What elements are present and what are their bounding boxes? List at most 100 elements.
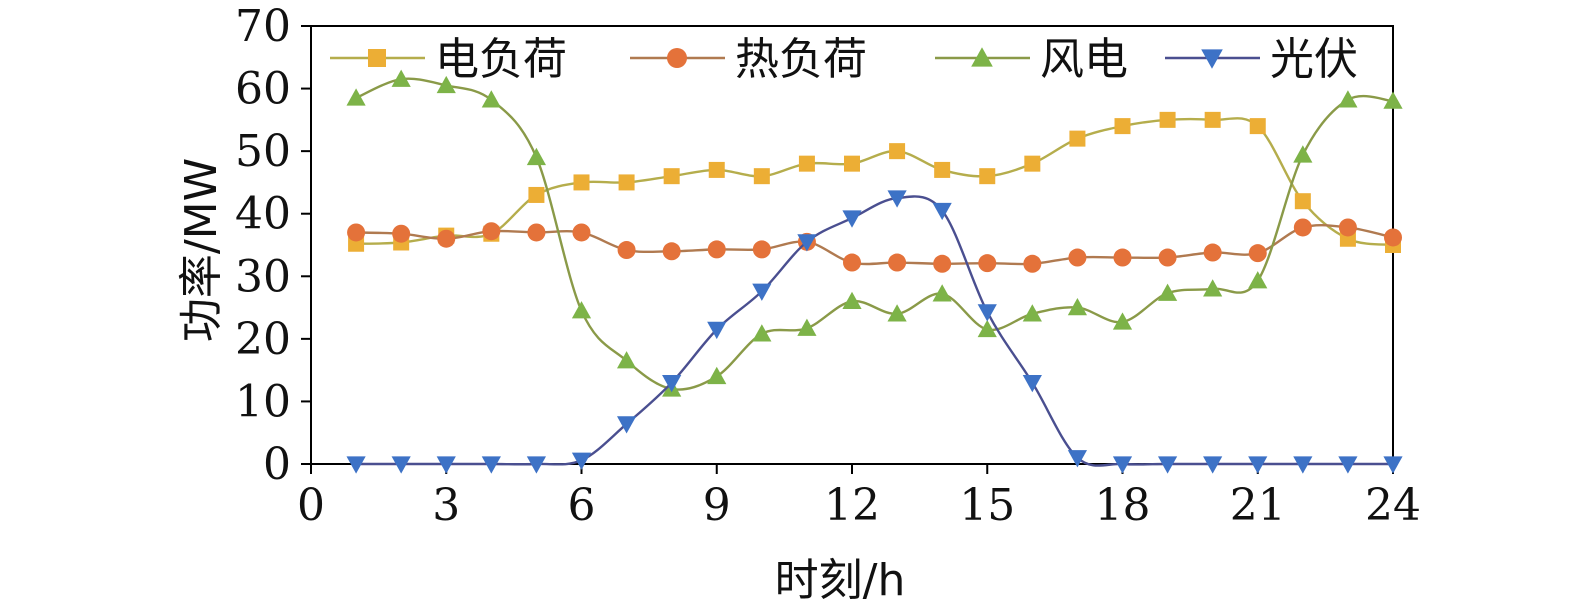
data-point	[526, 456, 547, 474]
data-point	[346, 456, 366, 474]
series-3	[346, 190, 1403, 474]
data-point	[436, 75, 456, 94]
series-line	[356, 195, 1393, 467]
legend-label: 风电	[1040, 34, 1128, 85]
data-point	[1383, 91, 1403, 109]
data-point	[527, 223, 546, 242]
data-point	[887, 190, 907, 208]
data-point	[1383, 456, 1403, 474]
data-point	[1113, 248, 1132, 267]
data-point	[391, 69, 411, 87]
data-point	[933, 254, 952, 273]
data-point	[707, 321, 727, 340]
data-point	[1293, 456, 1313, 474]
y-tick-label: 10	[235, 376, 291, 427]
data-point	[978, 254, 997, 273]
data-point	[1294, 193, 1311, 210]
legend-item-0: 电负荷	[330, 34, 567, 85]
data-point	[662, 242, 681, 261]
data-point	[572, 223, 591, 242]
data-point	[1384, 228, 1402, 247]
x-tick-label: 18	[1095, 480, 1151, 531]
legend-item-2: 风电	[935, 34, 1128, 85]
x-tick-label: 21	[1230, 480, 1286, 531]
data-point	[1024, 155, 1041, 172]
data-point	[1159, 111, 1176, 128]
data-point	[1249, 118, 1266, 135]
data-point	[1203, 456, 1223, 474]
data-point	[437, 229, 456, 248]
legend-item-3: 光伏	[1165, 34, 1358, 85]
y-tick-label: 0	[263, 439, 291, 490]
data-point	[753, 168, 770, 185]
data-point	[752, 283, 772, 301]
y-axis: 0 10 20 30 40 50 60 70	[235, 1, 311, 490]
data-point	[707, 366, 727, 385]
data-point	[1157, 283, 1178, 301]
data-point	[842, 210, 862, 228]
x-tick-label: 0	[297, 480, 325, 531]
data-point	[616, 416, 637, 434]
x-tick-label: 3	[432, 480, 460, 531]
data-point	[887, 304, 907, 322]
data-point	[1248, 456, 1268, 474]
x-tick-label: 6	[568, 480, 596, 531]
data-point	[752, 240, 771, 259]
data-point	[1069, 130, 1086, 147]
data-point	[528, 186, 545, 203]
series-line	[355, 77, 1394, 391]
data-point	[1338, 218, 1357, 237]
data-point	[932, 202, 952, 221]
y-tick-label: 60	[235, 64, 291, 115]
data-point	[618, 174, 635, 191]
data-point	[1203, 243, 1222, 262]
data-point	[797, 318, 817, 336]
data-point	[1203, 279, 1223, 297]
series-2	[346, 69, 1403, 397]
data-point	[346, 88, 366, 106]
legend-marker	[1201, 49, 1223, 69]
data-point	[1293, 145, 1313, 163]
data-point	[1157, 456, 1178, 474]
data-point	[571, 452, 592, 470]
data-point	[482, 222, 501, 241]
x-tick-label: 9	[703, 480, 731, 531]
legend-marker	[971, 47, 993, 67]
data-point	[842, 291, 862, 309]
data-point	[707, 240, 726, 259]
legend: 电负荷 热负荷 风电 光伏	[330, 34, 1358, 85]
series-line	[356, 117, 1394, 247]
data-point	[934, 161, 951, 178]
legend-label: 热负荷	[735, 34, 867, 85]
y-tick-label: 50	[235, 126, 291, 177]
y-axis-title: 功率/MW	[176, 158, 227, 342]
data-point	[1112, 456, 1133, 474]
data-point	[1114, 118, 1131, 135]
data-point	[798, 155, 815, 172]
data-point	[932, 284, 952, 302]
data-point	[1293, 218, 1312, 237]
y-tick-label: 30	[235, 251, 291, 302]
data-point	[1248, 271, 1268, 289]
x-tick-label: 24	[1365, 480, 1421, 531]
legend-marker	[368, 49, 386, 67]
x-axis: 0 3 6 9 12 15 18 21 24	[297, 464, 1421, 531]
data-point	[1158, 248, 1177, 267]
data-point	[977, 304, 997, 322]
series-line	[356, 223, 1394, 266]
y-tick-label: 40	[235, 189, 291, 240]
data-point	[1022, 374, 1042, 393]
data-point	[889, 143, 906, 160]
x-tick-label: 12	[824, 480, 880, 531]
data-point	[1338, 456, 1358, 474]
legend-label: 电负荷	[435, 34, 567, 85]
data-point	[752, 324, 772, 342]
data-point	[481, 90, 501, 108]
data-point	[347, 223, 366, 242]
data-point	[571, 301, 592, 319]
data-point	[573, 174, 590, 191]
data-point	[843, 253, 861, 272]
data-point	[526, 147, 547, 166]
data-point	[797, 234, 817, 252]
